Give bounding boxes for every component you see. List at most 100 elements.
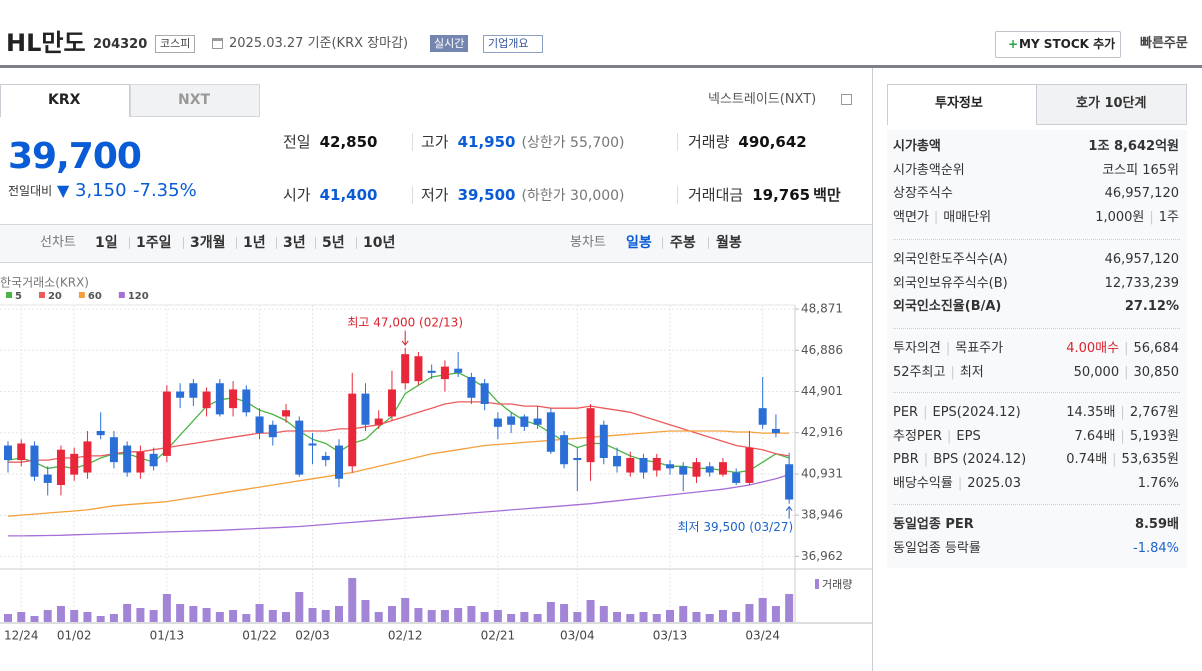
info-tab-label[interactable]: 투자정보 [935,96,983,111]
stat-value: 39,500 [457,186,516,204]
tab-nxt-label[interactable]: NXT [178,92,211,108]
info-value: 7.64배 | 5,193원 [1075,427,1179,447]
toolbar-divider [183,237,184,249]
period-button[interactable]: 3개월 [190,235,226,251]
info-label: 배당수익률 | 2025.03 [893,474,1021,494]
info-label-text: 투자의견 [893,341,941,356]
period-button[interactable]: 1년 [243,235,266,251]
separator: | [1120,428,1125,444]
stat-note: (상한가 55,700) [521,135,625,151]
volume-bar [96,616,105,622]
info-value-text: 46,957,120 [1104,186,1179,202]
tab-krx[interactable] [0,84,130,117]
volume-bar [4,614,12,622]
candle-body [348,393,357,467]
period-button[interactable]: 1주일 [136,235,172,251]
info-value-text: 코스피 165위 [1102,162,1179,178]
calendar-icon [212,38,223,49]
volume-bar [83,612,92,622]
company-button[interactable]: 기업개요 [483,35,544,53]
info-label: 상장주식수 [893,184,953,204]
candle-body [387,389,396,417]
candle-body [718,462,727,475]
info-value-text: 1주 [1158,210,1179,226]
period-button[interactable]: 5년 [322,235,345,251]
tab-krx-label[interactable]: KRX [48,92,81,108]
nxt-link[interactable]: 넥스트레이드(NXT) [708,92,817,107]
info-value-text: 30,850 [1133,364,1180,380]
toolbar-divider [315,237,316,249]
info-value-text: 8.59배 [1134,517,1179,532]
info-label: 시가총액순위 [893,161,965,181]
info-label-text: PBR [893,452,919,468]
candle-body [440,366,449,380]
candle-body [136,451,145,473]
mystock-button[interactable] [995,31,1121,58]
info-label: PER | EPS(2024.12) [893,403,1021,423]
candle-body [613,455,622,467]
info-value: -1.84% [1133,539,1179,559]
mystock-label[interactable]: MY STOCK 추가 [1019,37,1116,51]
volume-bar [520,612,529,622]
separator: | [923,405,928,420]
y-tick-label: 42,916 [801,425,843,439]
info-label-text: PER [893,405,919,420]
price-chart: 한국거래소(KRX)5 20 60 120 36,962 38,946 40,931 42,9… [0,276,872,643]
info-label: 외국인보유주식수(B) [893,274,1008,294]
stat-label: 거래량 [688,133,730,151]
info-label-text: 배당수익률 [893,476,953,492]
info-label-text: 동일업종 등락률 [893,540,981,556]
candle-body [493,418,502,427]
stat-value: 41,950 [457,133,516,151]
candle-body [414,356,423,382]
candle-body [30,445,39,477]
candle-period-button[interactable]: 일봉 [626,235,652,251]
candle-body [586,408,595,463]
volume-bar [507,614,516,622]
info-value: 0.74배 | 53,635원 [1066,450,1179,470]
candle-body [679,466,688,475]
candle-body [533,418,542,425]
period-button[interactable]: 1일 [95,235,118,251]
candle-body [268,424,277,438]
separator: | [950,364,955,380]
volume-bar [109,614,118,622]
info-tab-label[interactable]: 호가 10단계 [1076,96,1147,111]
quick-order[interactable]: 빠른주문 [1140,36,1188,51]
volume-bar [335,606,343,622]
candle-body [295,420,304,475]
info-label-text: 외국인보유주식수(B) [893,275,1008,291]
candle-body [149,453,158,467]
volume-bar [652,614,661,622]
candle-body [83,441,92,473]
realtime-badge[interactable]: 실시간 [430,35,469,52]
info-label-text: EPS(2024.12) [932,405,1021,420]
period-button[interactable]: 3년 [283,235,306,251]
info-value: 1,000원 | 1주 [1095,208,1179,228]
market-badge: 코스피 [155,35,196,53]
candle-period-button[interactable]: 월봉 [716,235,742,251]
stat-label: 거래대금 [688,186,744,204]
info-tab-active[interactable] [887,84,1037,125]
period-button[interactable]: 10년 [363,235,396,251]
candle-period-button[interactable]: 주봉 [670,235,696,251]
group-divider [893,504,1180,505]
y-tick-label: 48,871 [801,302,843,316]
info-label-text: 시가총액순위 [893,162,965,178]
tab-nxt[interactable] [130,84,260,117]
info-label-text: 외국인소진율(B/A) [893,299,1002,315]
volume-bar [348,578,357,622]
x-tick-label: 02/03 [295,629,330,643]
volume-bar [679,606,688,622]
stat-label: 고가 [421,133,449,151]
y-tick-label: 40,931 [801,466,843,480]
stat-label: 저가 [421,186,449,204]
x-tick-label: 01/22 [242,629,277,643]
candle-body [162,391,171,456]
info-value: 1조 8,642억원 [1088,137,1179,157]
info-value-text: 12,733,239 [1104,275,1179,291]
volume-bar [639,612,648,622]
legend-swatch [38,292,45,298]
legend-swatch [118,292,125,298]
info-value: 코스피 165위 [1102,161,1179,181]
